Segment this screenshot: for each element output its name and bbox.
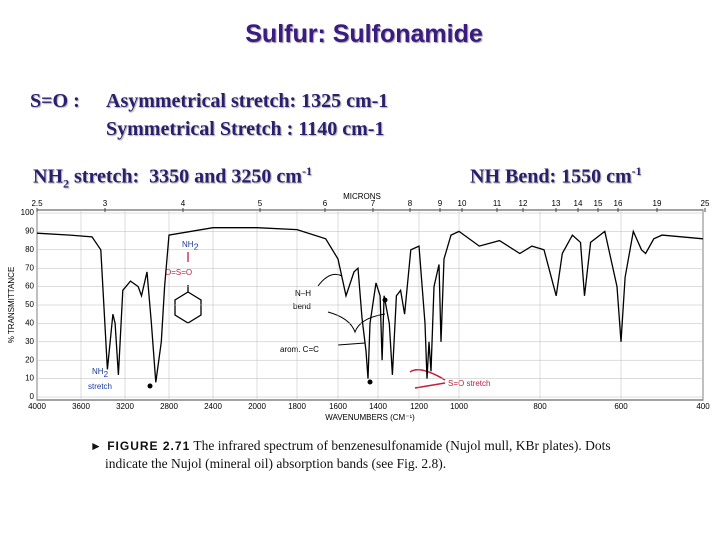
nh2-sup: -1 [301,164,312,178]
nhbend-line: NH Bend: 1550 cm-1 [470,164,642,189]
caption-line1: The infrared spectrum of benzenesulfonam… [193,438,611,453]
so-label: S=O : [30,90,80,112]
y-tick-label: 90 [25,227,34,236]
slide-title: Sulfur: Sulfonamide [245,20,483,48]
top-tick-label: 8 [408,199,413,208]
x-tick-label: 2800 [160,402,178,411]
nh2-text: stretch: 3350 and 3250 cm [69,165,302,188]
x-tick-label: 1400 [369,402,387,411]
y-tick-label: 30 [25,337,34,346]
x-tick-label: 1000 [450,402,468,411]
y-tick-label: 40 [25,319,34,328]
top-tick-label: 19 [653,199,662,208]
y-tick-label: 0 [30,392,35,401]
nh2-main: NH [33,165,63,188]
figure-label: FIGURE 2.71 [107,439,191,453]
top-tick-label: 16 [614,199,623,208]
y-tick-label: 80 [25,245,34,254]
molecule [174,252,202,324]
ann-arom: arom. C=C [280,345,319,354]
top-tick-label: 25 [701,199,710,208]
top-tick-label: 7 [371,199,376,208]
ann-nh2: NH2 [92,367,109,379]
x-tick-label: 2400 [204,402,222,411]
nh2-line: NH2 stretch: 3350 and 3250 cm-1 [33,164,312,192]
y-tick-label: 20 [25,355,34,364]
ann-nh-bend-2: bend [293,302,311,311]
top-axis-label: MICRONS [343,192,381,201]
top-tick-label: 9 [438,199,443,208]
ann-nh2-sub: 2 [104,370,109,379]
top-tick-label: 4 [181,199,186,208]
x-axis-label: WAVENUMBERS (CM⁻¹) [325,413,415,422]
ann-nh2-main: NH [92,367,104,376]
top-tick-label: 5 [258,199,263,208]
top-tick-label: 6 [323,199,328,208]
x-tick-label: 400 [696,402,710,411]
top-tick-label: 14 [574,199,583,208]
y-axis-label: % TRANSMITTANCE [7,267,16,344]
mol-so2: O=S=O [165,268,192,277]
x-tick-label: 1200 [410,402,428,411]
top-tick-label: 12 [519,199,528,208]
y-tick-label: 50 [25,300,34,309]
ann-so-stretch: S=O stretch [448,379,490,388]
top-tick-label: 3 [103,199,108,208]
so-asym: Asymmetrical stretch: 1325 cm-1 [106,90,389,112]
caption-1: ► FIGURE 2.71 The infrared spectrum of b… [90,438,611,453]
annotation-arrows [317,273,446,389]
mol-nh2: NH2 [182,240,199,252]
mol-nh2-main: NH [182,240,194,249]
x-tick-label: 800 [533,402,547,411]
top-tick-label: 10 [458,199,467,208]
nhbend-sup: -1 [631,164,642,178]
x-tick-label: 3600 [72,402,90,411]
top-tick-label: 13 [552,199,561,208]
y-tick-label: 70 [25,263,34,272]
top-tick-label: 15 [594,199,603,208]
x-tick-label: 3200 [116,402,134,411]
so-sym: Symmetrical Stretch : 1140 cm-1 [106,118,385,140]
caption-line2: indicate the Nujol (mineral oil) absorpt… [105,456,447,471]
top-tick-label: 11 [493,199,502,208]
x-tick-label: 4000 [28,402,46,411]
x-tick-label: 1600 [329,402,347,411]
nhbend-text: NH Bend: 1550 cm [470,165,632,188]
x-tick-label: 600 [614,402,628,411]
spectrum-line [36,227,704,383]
mol-nh2-sub: 2 [194,242,199,252]
nh2-sub: 2 [63,176,69,191]
y-tick-label: 10 [25,374,34,383]
x-tick-label: 1800 [288,402,306,411]
ann-nh-bend-1: N–H [295,289,311,298]
ann-nh2-stretch: stretch [88,382,112,391]
nujol-dots [147,297,388,389]
x-tick-label: 2000 [248,402,266,411]
top-tick-label: 2.5 [31,199,43,208]
y-tick-label: 60 [25,282,34,291]
y-tick-label: 100 [21,208,35,217]
